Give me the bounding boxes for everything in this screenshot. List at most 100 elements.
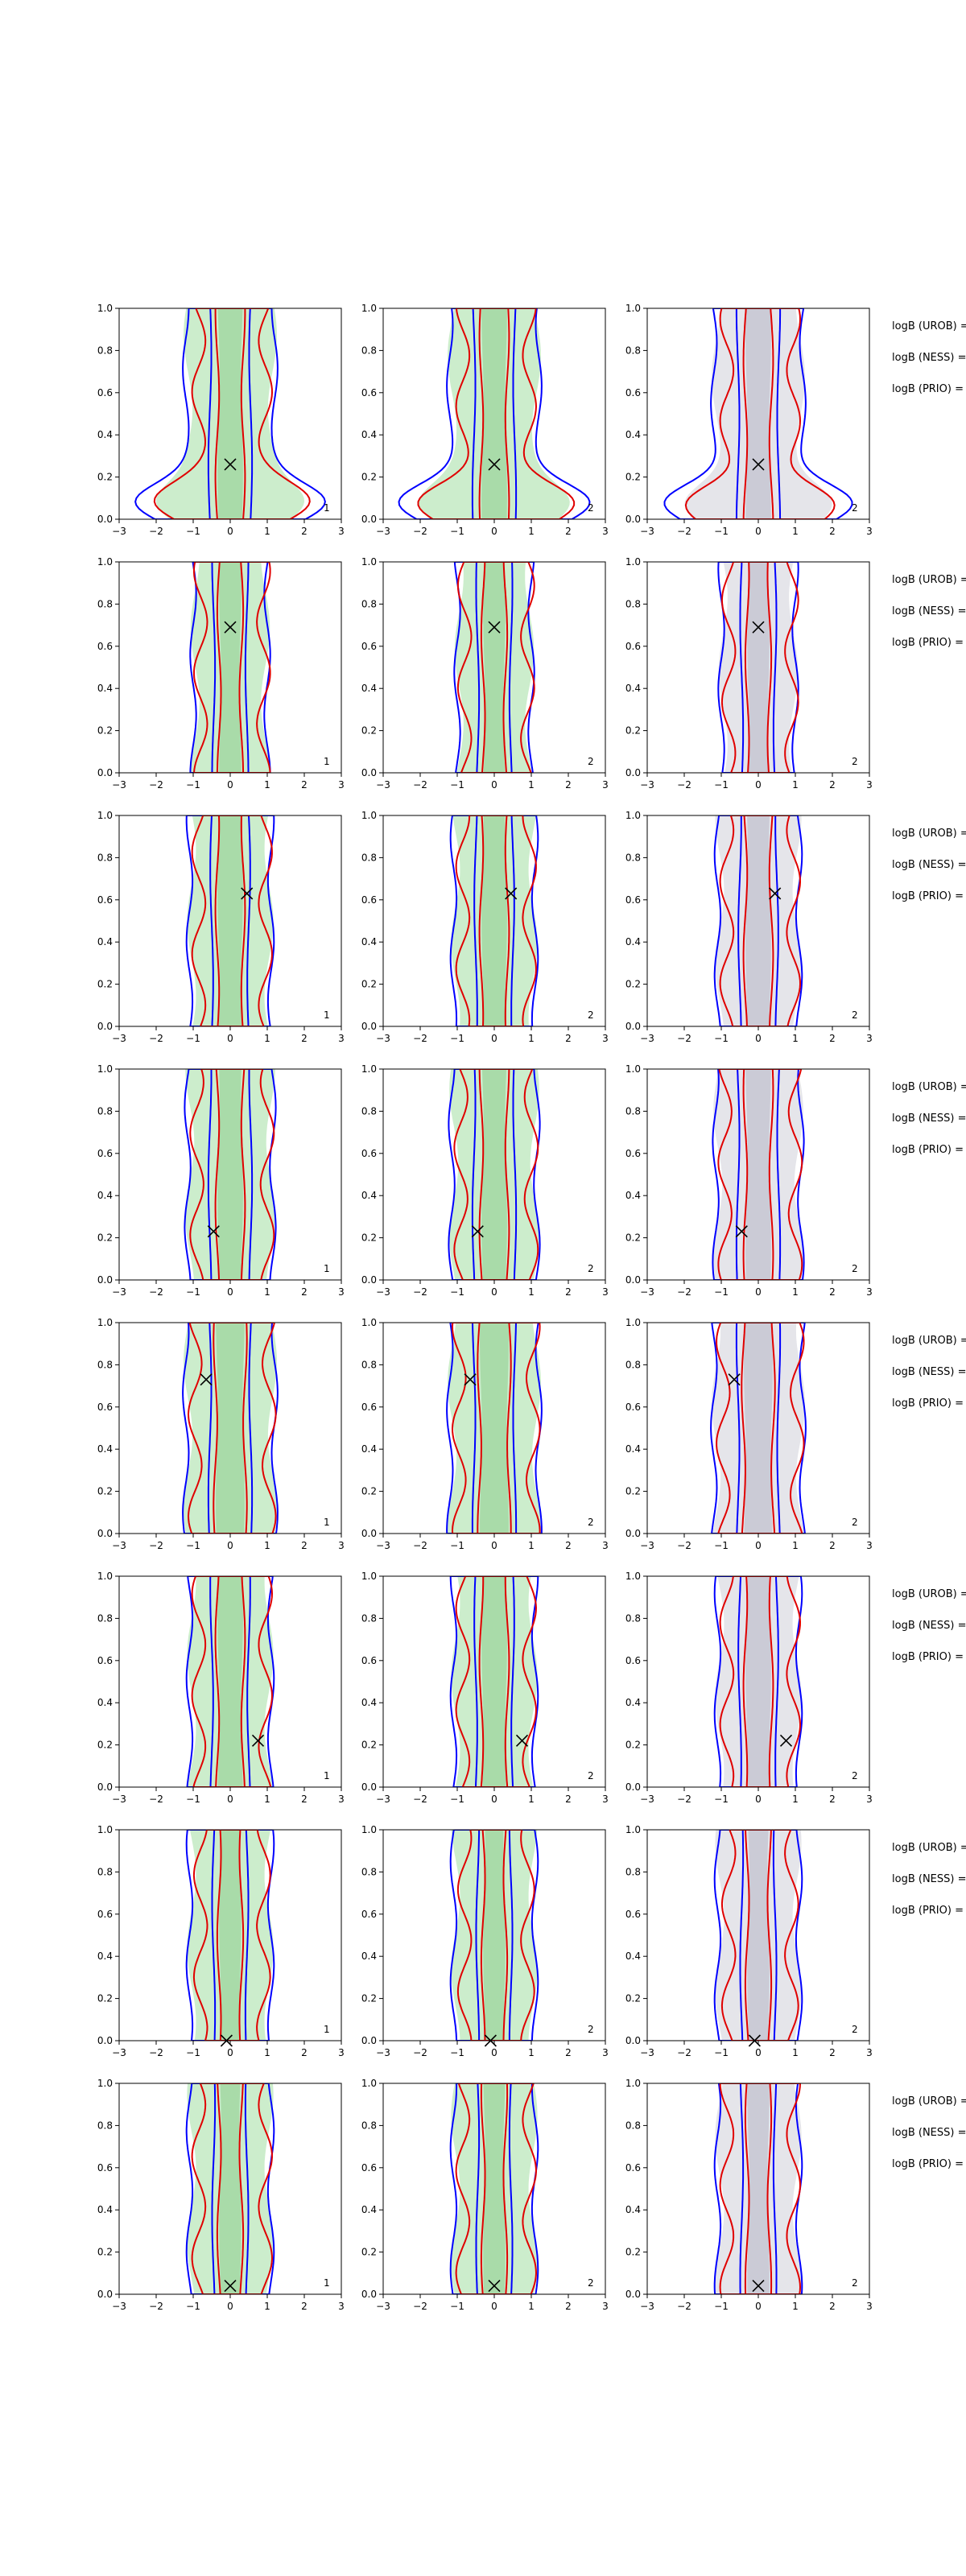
y-tick-label: 0.2: [361, 1993, 377, 2004]
x-tick-label: 1: [264, 2301, 270, 2312]
y-tick-label: 1.0: [625, 1824, 641, 1835]
contour-area: [717, 562, 799, 773]
y-tick-label: 0.8: [361, 1866, 377, 1877]
contour-area: [449, 1830, 539, 2041]
y-tick-label: 1.0: [97, 556, 113, 568]
y-tick-label: 0.0: [625, 767, 641, 778]
y-tick-label: 0.0: [625, 1528, 641, 1539]
x-tick-label: 1: [792, 1540, 799, 1551]
red-contour-inner: [742, 815, 774, 1026]
blue-contour-outer: [182, 1323, 279, 1534]
x-tick-label: 2: [829, 2047, 836, 2058]
red-contour-outer: [192, 562, 271, 773]
panel-r1-c1: −3 −2 −1 0 1 2 3 0.0 0.2 0.4 0.6 0.8 1.0 1: [97, 303, 345, 537]
y-tick-label: 0.8: [97, 598, 113, 609]
y-tick-label: 0.2: [625, 725, 641, 737]
x-tick-label: −3: [112, 1286, 126, 1298]
y-tick-label: 0.2: [97, 1740, 113, 1751]
y-tick-label: 0.4: [625, 2204, 641, 2215]
panel-corner-label: 2: [588, 2024, 594, 2035]
x-tick-label: 0: [755, 526, 762, 537]
x-tick-label: −2: [413, 1540, 427, 1551]
y-tick-label: 0.6: [361, 2162, 377, 2174]
panel-r3-c3: −3 −2 −1 0 1 2 3 0.0 0.2 0.4 0.6 0.8 1.0 2: [625, 810, 873, 1044]
red-contour-outer: [719, 1576, 802, 1787]
x-tick-label: −2: [149, 2301, 163, 2312]
y-tick-label: 0.4: [361, 2204, 377, 2215]
side-label: logB (NESS) =: [892, 352, 966, 364]
y-tick-label: 0.0: [361, 1781, 377, 1793]
x-tick-label: −1: [714, 2301, 729, 2312]
y-tick-label: 0.2: [97, 1232, 113, 1244]
x-tick-label: 2: [565, 1540, 572, 1551]
y-tick-label: 0.2: [361, 1232, 377, 1244]
blue-contour-inner: [471, 1323, 518, 1534]
x-tick-label: 3: [602, 2047, 609, 2058]
contour-area: [184, 1069, 277, 1280]
density-fill-inner: [481, 1069, 507, 1280]
x-tick-label: 3: [866, 1794, 873, 1805]
y-tick-label: 0.6: [361, 387, 377, 398]
y-tick-label: 0.4: [97, 2204, 113, 2215]
blue-contour-outer: [185, 1576, 275, 1787]
y-tick-label: 0.0: [361, 2035, 377, 2046]
y-tick-label: 0.6: [97, 1148, 113, 1159]
contour-area: [189, 562, 271, 773]
y-tick-label: 0.8: [625, 852, 641, 863]
x-tick-label: 2: [829, 2301, 836, 2312]
density-fill-inner: [483, 1830, 506, 2041]
x-tick-label: 1: [264, 526, 270, 537]
x-tick-label: −1: [450, 2047, 464, 2058]
panel-r1-c2: −3 −2 −1 0 1 2 3 0.0 0.2 0.4 0.6 0.8 1.0 2: [361, 303, 609, 537]
y-tick-label: 1.0: [97, 303, 113, 314]
x-tick-label: 1: [792, 1286, 799, 1298]
contour-area: [449, 2083, 539, 2294]
y-tick-label: 0.2: [97, 1993, 113, 2004]
x-tick-label: 3: [866, 1286, 873, 1298]
side-label: logB (PRIO) =: [892, 637, 964, 649]
x-tick-label: −2: [149, 1540, 163, 1551]
y-tick-label: 1.0: [361, 1824, 377, 1835]
y-tick-label: 0.4: [625, 936, 641, 947]
contour-area: [712, 1069, 805, 1280]
red-contour-inner: [478, 1576, 510, 1787]
x-tick-label: 0: [755, 1540, 762, 1551]
x-tick-label: −3: [640, 1286, 654, 1298]
density-fill-inner: [747, 562, 770, 773]
blue-contour-inner: [735, 308, 782, 519]
y-tick-label: 0.0: [625, 514, 641, 525]
y-tick-label: 0.6: [97, 1909, 113, 1920]
blue-contour-outer: [398, 308, 591, 519]
true-value-marker: [488, 621, 501, 634]
y-tick-label: 0.2: [625, 1486, 641, 1497]
x-tick-label: −3: [640, 1033, 654, 1044]
blue-contour-inner: [739, 2083, 778, 2294]
x-tick-label: 3: [602, 1033, 609, 1044]
x-tick-label: −2: [149, 779, 163, 791]
y-tick-label: 1.0: [625, 1317, 641, 1328]
panel-r7-c3: −3 −2 −1 0 1 2 3 0.0 0.2 0.4 0.6 0.8 1.0 2: [625, 1824, 873, 2058]
x-tick-label: −2: [677, 1033, 691, 1044]
panel-corner-label: 1: [324, 1263, 330, 1274]
y-tick-label: 0.8: [97, 1359, 113, 1370]
y-tick-label: 1.0: [361, 810, 377, 821]
x-tick-label: −3: [376, 1794, 390, 1805]
y-tick-label: 1.0: [97, 1571, 113, 1582]
true-value-marker: [224, 458, 237, 471]
panel-corner-label: 2: [852, 1770, 858, 1781]
x-tick-label: −1: [186, 2047, 200, 2058]
x-tick-label: −3: [376, 1033, 390, 1044]
red-contour-inner: [214, 815, 246, 1026]
y-tick-label: 0.8: [97, 1105, 113, 1117]
y-tick-label: 0.6: [625, 1402, 641, 1413]
true-value-marker: [752, 621, 765, 634]
x-tick-label: 0: [491, 2047, 497, 2058]
density-fill-inner: [745, 308, 771, 519]
blue-contour-inner: [739, 562, 778, 773]
x-tick-label: 2: [565, 779, 572, 791]
x-tick-label: 0: [755, 2301, 762, 2312]
x-tick-label: 0: [755, 2047, 762, 2058]
red-contour-outer: [192, 1830, 271, 2041]
y-tick-label: 0.2: [625, 1993, 641, 2004]
density-fill-inner: [745, 1576, 771, 1787]
